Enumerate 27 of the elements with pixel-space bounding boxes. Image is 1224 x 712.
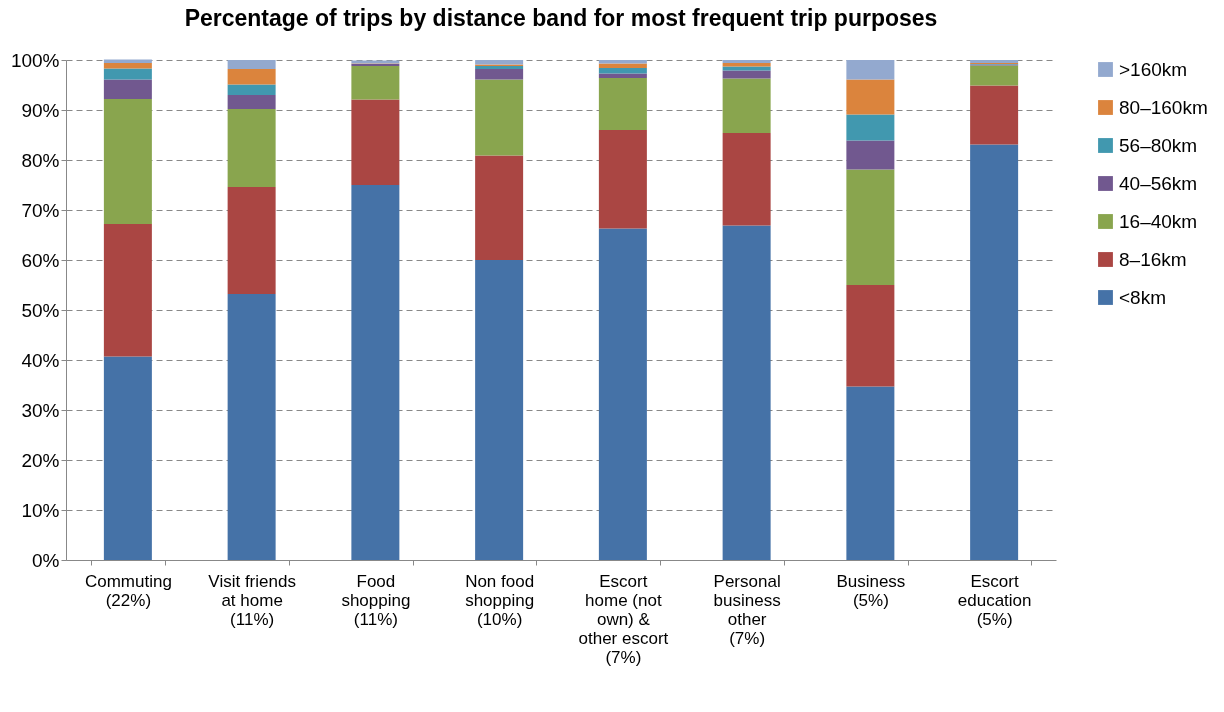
legend-label: >160km [1119, 58, 1188, 80]
x-tick-label: Commuting (22%) [84, 571, 172, 610]
y-tick-label: 60% [21, 249, 60, 271]
y-tick-label: 80% [21, 149, 60, 171]
y-tick-label: 0% [32, 549, 60, 571]
legend-label: 8–16km [1119, 248, 1187, 270]
chart-title: Percentage of trips by distance band for most frequent trip purposes [184, 5, 938, 31]
x-tick-label: Business (5%) [836, 571, 906, 610]
legend-label: 16–40km [1119, 210, 1198, 232]
y-tick-label: 100% [10, 49, 60, 71]
y-tick-label: 10% [21, 499, 60, 521]
x-tick-label: Food shopping (11%) [341, 571, 411, 629]
y-tick-label: 50% [21, 299, 60, 321]
y-tick-label: 90% [21, 99, 60, 121]
legend-label: 40–56km [1119, 172, 1198, 194]
y-tick-label: 20% [21, 449, 60, 471]
x-tick-label: Visit friends at home (11%) [208, 571, 296, 629]
legend-label: 80–160km [1119, 96, 1208, 118]
y-tick-label: 70% [21, 199, 60, 221]
y-tick-label: 30% [21, 399, 60, 421]
y-tick-label: 40% [21, 349, 60, 371]
x-tick-label: Escort home (not own) & other escort (7%) [578, 571, 669, 667]
legend-label: 56–80km [1119, 134, 1198, 156]
legend-label: <8km [1119, 286, 1166, 308]
x-tick-label: Non food shopping (10%) [465, 571, 535, 629]
x-tick-label: Personal business other (7%) [713, 571, 781, 648]
x-tick-label: Escort education (5%) [957, 571, 1032, 629]
